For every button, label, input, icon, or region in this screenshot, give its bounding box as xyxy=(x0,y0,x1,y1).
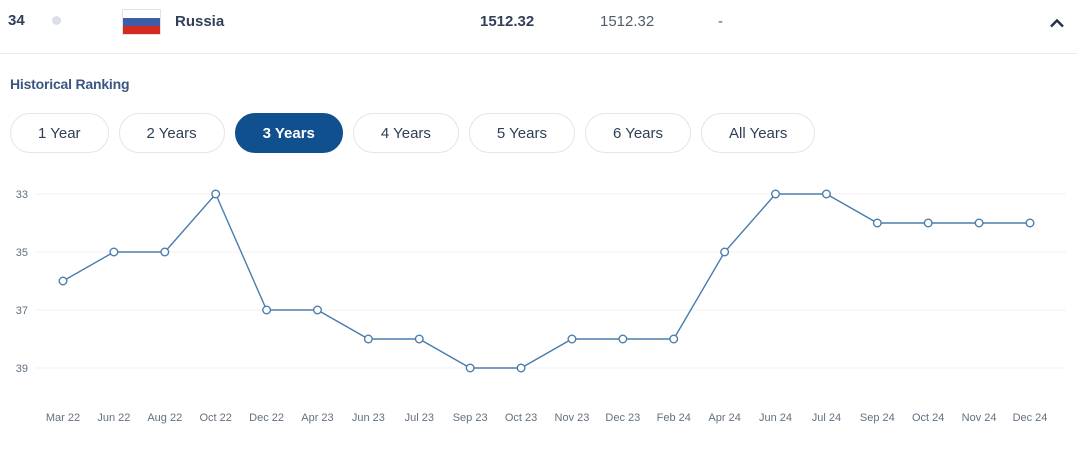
x-axis-tick-label: Sep 23 xyxy=(453,412,488,424)
x-axis-tick-label: Jun 23 xyxy=(352,412,385,424)
data-point-marker[interactable] xyxy=(720,247,730,257)
data-point-marker[interactable] xyxy=(58,276,68,286)
data-point-marker[interactable] xyxy=(414,334,424,344)
x-axis-tick-label: Feb 24 xyxy=(657,412,691,424)
data-point-marker[interactable] xyxy=(262,305,272,315)
tab-5-years[interactable]: 5 Years xyxy=(468,113,575,153)
tab-1-year[interactable]: 1 Year xyxy=(10,113,109,153)
historical-ranking-chart: 33 35 37 39 Mar 22 Jun 22 Aug 22 Oct 22 Dec 22 Ap… xyxy=(0,168,1077,440)
y-axis-tick-label: 39 xyxy=(16,363,28,375)
data-point-marker[interactable] xyxy=(974,218,984,228)
rank-number: 34 xyxy=(8,12,25,29)
y-axis-tick-label: 33 xyxy=(16,189,28,201)
x-axis-tick-label: Jun 24 xyxy=(759,412,792,424)
x-axis-tick-label: Jul 24 xyxy=(812,412,841,424)
tab-4-years[interactable]: 4 Years xyxy=(352,113,459,153)
y-axis-tick-label: 35 xyxy=(16,247,28,259)
rank-change-dot-icon xyxy=(52,16,61,25)
x-axis-tick-label: Jun 22 xyxy=(97,412,130,424)
x-axis-tick-label: Oct 24 xyxy=(912,412,944,424)
tab-2-years[interactable]: 2 Years xyxy=(118,113,225,153)
tab-all-years[interactable]: All Years xyxy=(701,113,816,153)
line-chart-svg: 33 35 37 39 Mar 22 Jun 22 Aug 22 Oct 22 Dec 22 Ap… xyxy=(16,189,1066,424)
points-total: 1512.32 xyxy=(480,13,535,30)
data-point-marker[interactable] xyxy=(567,334,577,344)
tab-6-years[interactable]: 6 Years xyxy=(584,113,692,153)
x-axis-tick-label: Nov 24 xyxy=(962,412,997,424)
data-point-marker[interactable] xyxy=(312,305,322,315)
x-axis-tick-label: Oct 23 xyxy=(505,412,537,424)
time-range-tabs: 1 Year 2 Years 3 Years 4 Years 5 Years 6… xyxy=(10,113,816,153)
data-point-marker[interactable] xyxy=(211,189,221,199)
rank-change-value: - xyxy=(718,13,723,30)
data-point-marker[interactable] xyxy=(872,218,882,228)
x-axis-tick-label: Jul 23 xyxy=(405,412,434,424)
x-axis-tick-label: Nov 23 xyxy=(555,412,590,424)
x-axis-tick-label: Dec 23 xyxy=(605,412,640,424)
country-name: Russia xyxy=(175,13,225,30)
data-point-marker[interactable] xyxy=(363,334,373,344)
row-divider xyxy=(0,53,1077,54)
x-axis-tick-label: Aug 22 xyxy=(147,412,182,424)
x-axis-tick-label: Apr 23 xyxy=(301,412,333,424)
data-point-marker[interactable] xyxy=(821,189,831,199)
data-point-marker[interactable] xyxy=(1025,218,1035,228)
section-title: Historical Ranking xyxy=(10,76,130,92)
data-point-marker[interactable] xyxy=(923,218,933,228)
collapse-row-button[interactable] xyxy=(1044,12,1070,34)
data-point-marker[interactable] xyxy=(669,334,679,344)
ranking-line xyxy=(62,192,1030,369)
x-axis-tick-label: Sep 24 xyxy=(860,412,895,424)
data-point-marker[interactable] xyxy=(465,363,475,373)
x-axis-tick-label: Dec 24 xyxy=(1013,412,1048,424)
data-point-marker[interactable] xyxy=(160,247,170,257)
chevron-up-icon xyxy=(1050,18,1064,27)
data-point-marker[interactable] xyxy=(109,247,119,257)
tab-3-years[interactable]: 3 Years xyxy=(234,113,343,153)
points-previous: 1512.32 xyxy=(600,13,655,30)
y-axis-tick-label: 37 xyxy=(16,305,28,317)
data-point-marker[interactable] xyxy=(618,334,628,344)
x-axis-tick-label: Apr 24 xyxy=(708,412,740,424)
data-point-marker[interactable] xyxy=(516,363,526,373)
x-axis-tick-label: Oct 22 xyxy=(199,412,231,424)
data-point-marker[interactable] xyxy=(771,189,781,199)
russia-flag-icon xyxy=(122,9,161,35)
x-axis-tick-label: Mar 22 xyxy=(46,412,80,424)
x-axis-tick-label: Dec 22 xyxy=(249,412,284,424)
ranking-row: 34 Russia 1512.32 1512.32 - xyxy=(0,0,1077,53)
